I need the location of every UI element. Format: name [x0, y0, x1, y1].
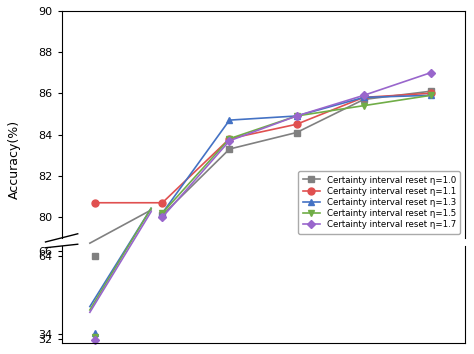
Certainty interval reset η=1.5 [159, 211, 165, 215]
Line: Certainty interval reset η=1.1: Certainty interval reset η=1.1 [92, 90, 434, 206]
Certainty interval reset η=1.5 [294, 114, 300, 118]
Certainty interval reset η=1.3 [361, 95, 366, 99]
Certainty interval reset η=1.3 [428, 93, 434, 97]
Certainty interval reset η=1.1 [428, 91, 434, 95]
Certainty interval reset η=1.7 [294, 114, 300, 118]
Certainty interval reset η=1.1 [159, 201, 165, 205]
Certainty interval reset η=1.3 [159, 211, 165, 215]
Certainty interval reset η=1.7 [361, 93, 366, 97]
Certainty interval reset η=1.1 [227, 137, 232, 141]
Line: Certainty interval reset η=1.5: Certainty interval reset η=1.5 [159, 92, 434, 217]
Certainty interval reset η=1.0 [159, 213, 165, 217]
Certainty interval reset η=1.7 [428, 70, 434, 75]
Certainty interval reset η=1.7 [227, 139, 232, 143]
Certainty interval reset η=1.1 [294, 122, 300, 126]
Certainty interval reset η=1.0 [428, 89, 434, 93]
Certainty interval reset η=1.5 [428, 93, 434, 97]
Text: Accuracy(%): Accuracy(%) [8, 120, 21, 199]
Certainty interval reset η=1.0 [294, 130, 300, 135]
Certainty interval reset η=1.3 [294, 114, 300, 118]
Legend: Certainty interval reset η=1.0, Certainty interval reset η=1.1, Certainty interv: Certainty interval reset η=1.0, Certaint… [298, 171, 460, 234]
Certainty interval reset η=1.7 [159, 215, 165, 219]
Certainty interval reset η=1.1 [92, 201, 98, 205]
Certainty interval reset η=1.3 [227, 118, 232, 122]
Line: Certainty interval reset η=1.7: Certainty interval reset η=1.7 [160, 70, 434, 220]
Certainty interval reset η=1.5 [227, 137, 232, 141]
Certainty interval reset η=1.5 [361, 103, 366, 108]
Line: Certainty interval reset η=1.3: Certainty interval reset η=1.3 [159, 92, 434, 217]
Certainty interval reset η=1.1 [361, 95, 366, 99]
Certainty interval reset η=1.0 [361, 97, 366, 102]
Certainty interval reset η=1.0 [227, 147, 232, 151]
Line: Certainty interval reset η=1.0: Certainty interval reset η=1.0 [159, 88, 434, 219]
